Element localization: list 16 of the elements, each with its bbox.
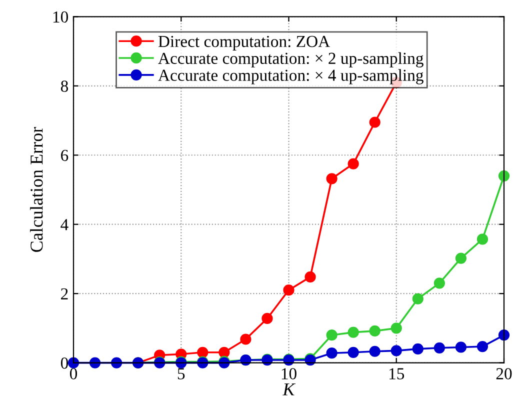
y-tick-label: 4 <box>60 219 68 230</box>
y-tick-label: 10 <box>53 11 68 23</box>
legend-label: Direct computation: ZOA <box>158 36 330 50</box>
y-tick-label: 8 <box>60 80 68 92</box>
y-axis-title: Calculation Error <box>30 126 43 252</box>
y-tick-label: 6 <box>61 150 68 162</box>
x-axis-title: K <box>282 383 296 396</box>
x-tick-label: 10 <box>282 368 296 380</box>
legend-label: Accurate computation: × 2 up-sampling <box>158 52 424 68</box>
x-tick-label: 15 <box>390 368 404 380</box>
legend-label: Accurate computation: × 4 up-sampling <box>158 69 424 84</box>
y-tick-label: 2 <box>61 288 68 300</box>
x-tick-label: 0 <box>70 368 78 380</box>
x-tick-label: 20 <box>496 368 512 380</box>
x-tick-label: 5 <box>178 368 185 380</box>
y-tick-label: 0 <box>60 357 68 369</box>
